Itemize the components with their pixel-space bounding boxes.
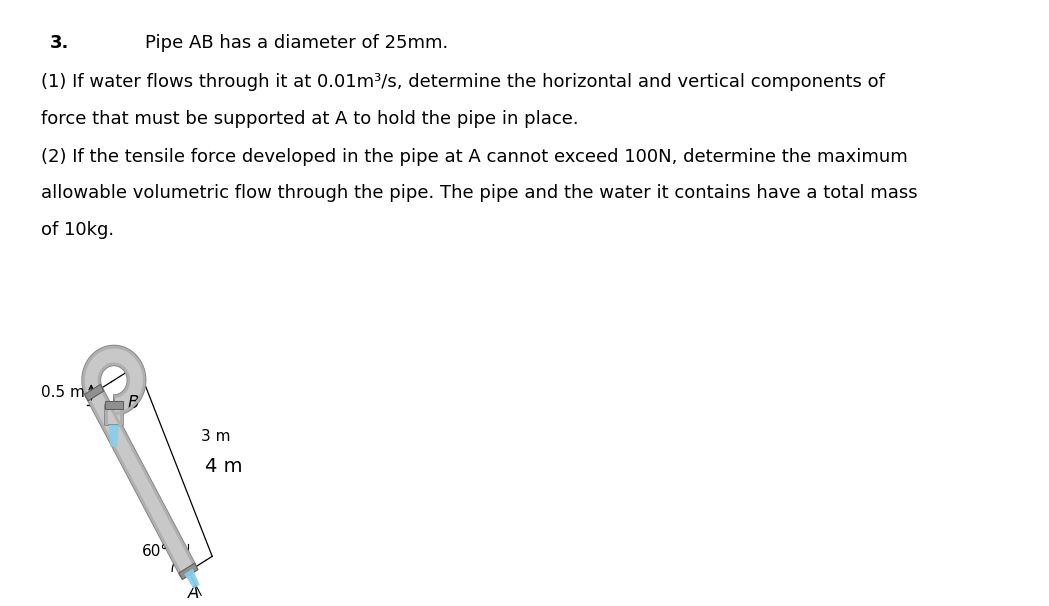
Polygon shape bbox=[121, 405, 123, 425]
Polygon shape bbox=[105, 405, 107, 425]
Polygon shape bbox=[185, 568, 199, 588]
Text: 0.5 m: 0.5 m bbox=[41, 385, 85, 400]
Text: allowable volumetric flow through the pipe. The pipe and the water it contains h: allowable volumetric flow through the pi… bbox=[41, 184, 918, 202]
Polygon shape bbox=[82, 345, 146, 415]
Polygon shape bbox=[179, 563, 198, 579]
Text: force that must be supported at A to hold the pipe in place.: force that must be supported at A to hol… bbox=[41, 110, 578, 128]
Polygon shape bbox=[98, 362, 130, 398]
Polygon shape bbox=[82, 345, 146, 415]
Text: 4 m: 4 m bbox=[206, 457, 243, 476]
Polygon shape bbox=[105, 401, 123, 409]
Polygon shape bbox=[100, 388, 196, 568]
Text: 60°: 60° bbox=[142, 544, 169, 559]
Text: B: B bbox=[127, 394, 138, 412]
Text: (2) If the tensile force developed in the pipe at A cannot exceed 100N, determin: (2) If the tensile force developed in th… bbox=[41, 148, 907, 166]
Polygon shape bbox=[86, 396, 183, 576]
Text: 3.: 3. bbox=[50, 34, 69, 52]
Text: 3 m: 3 m bbox=[200, 430, 231, 444]
Text: of 10kg.: of 10kg. bbox=[41, 221, 114, 239]
Polygon shape bbox=[109, 425, 119, 447]
Text: (1) If water flows through it at 0.01m³/s, determine the horizontal and vertical: (1) If water flows through it at 0.01m³/… bbox=[41, 73, 884, 92]
Text: Pipe AB has a diameter of 25mm.: Pipe AB has a diameter of 25mm. bbox=[145, 34, 448, 52]
Text: A: A bbox=[188, 584, 199, 602]
Polygon shape bbox=[86, 388, 196, 576]
Polygon shape bbox=[85, 384, 104, 401]
Polygon shape bbox=[105, 405, 123, 425]
